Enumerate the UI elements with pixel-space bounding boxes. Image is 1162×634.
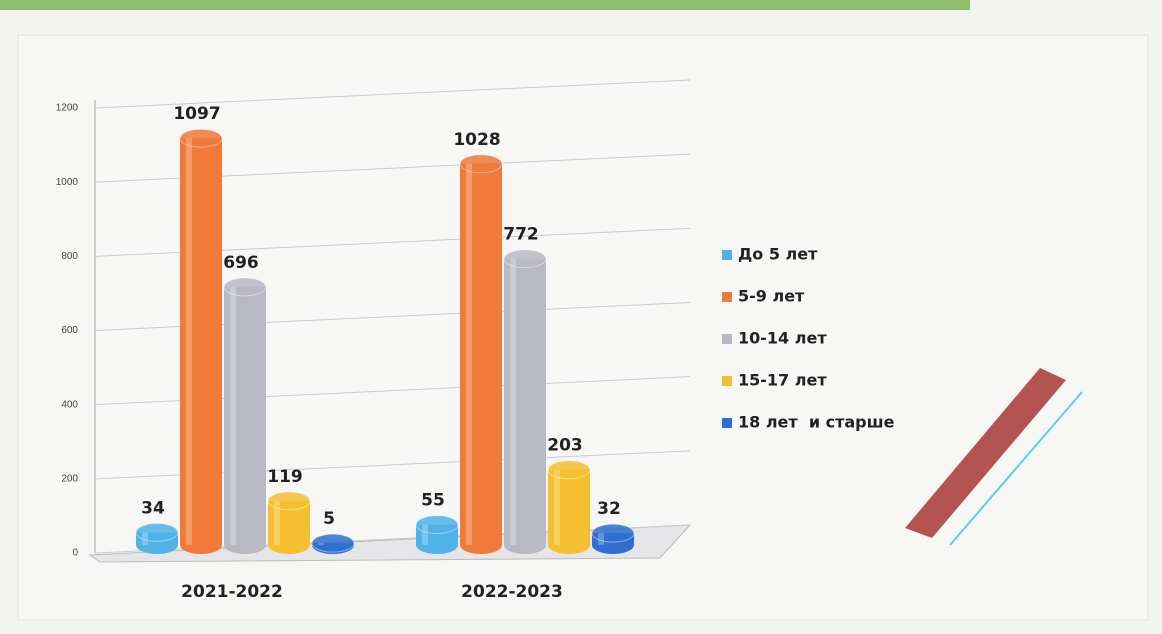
y-tick-label: 800 <box>61 251 78 262</box>
bar <box>548 469 590 554</box>
bar-highlight <box>230 286 236 545</box>
x-tick-label: 2021-2022 <box>181 582 283 602</box>
legend-swatch <box>722 376 732 386</box>
y-tick-label: 0 <box>72 548 78 559</box>
value-label: 55 <box>421 491 445 511</box>
value-label: 1028 <box>453 130 500 150</box>
bar-top <box>223 277 267 297</box>
legend-label: 15-17 лет <box>738 371 827 390</box>
y-tick-label: 1000 <box>56 177 79 188</box>
bar-top <box>459 154 503 174</box>
bar-highlight <box>142 532 148 545</box>
bar-highlight <box>554 469 560 545</box>
bar-top <box>503 249 547 269</box>
value-label: 32 <box>597 499 621 519</box>
bar-highlight <box>422 524 428 545</box>
decor-stripe <box>905 368 1066 538</box>
bar <box>504 258 546 554</box>
value-label: 34 <box>141 498 165 518</box>
bar <box>268 500 310 554</box>
decor-line <box>949 391 1083 546</box>
bar-highlight <box>186 138 192 545</box>
bar-highlight <box>598 533 604 545</box>
value-label: 1097 <box>173 104 220 124</box>
bar-highlight <box>274 500 280 545</box>
x-tick-label: 2022-2023 <box>461 582 563 602</box>
y-tick-label: 200 <box>61 473 78 484</box>
bar-top <box>415 515 459 535</box>
bar-top <box>311 533 355 553</box>
top-strip <box>0 0 970 10</box>
value-label: 696 <box>223 253 259 273</box>
bar-highlight <box>510 258 516 545</box>
y-tick-label: 400 <box>61 399 78 410</box>
bar-top <box>179 128 223 148</box>
bar <box>224 286 266 554</box>
bar-highlight <box>318 543 324 545</box>
y-tick-label: 1200 <box>56 103 79 114</box>
bar-top <box>591 523 635 543</box>
legend-label: До 5 лет <box>738 245 818 264</box>
bar-highlight <box>466 163 472 546</box>
y-tick-label: 600 <box>61 325 78 336</box>
legend-swatch <box>722 250 732 260</box>
legend-label: 10-14 лет <box>738 329 827 348</box>
legend-swatch <box>722 334 732 344</box>
value-label: 5 <box>323 509 335 529</box>
legend-swatch <box>722 418 732 428</box>
bar-top <box>547 460 591 480</box>
legend-label: 5-9 лет <box>738 287 805 306</box>
legend-label: 18 лет и старше <box>738 413 895 432</box>
bar <box>460 163 502 555</box>
value-label: 119 <box>267 467 303 487</box>
grid-line <box>94 79 691 109</box>
legend-swatch <box>722 292 732 302</box>
bar-top <box>267 491 311 511</box>
value-label: 772 <box>503 225 539 245</box>
bar <box>180 138 222 554</box>
value-label: 203 <box>547 436 583 456</box>
bar-top <box>135 522 179 542</box>
